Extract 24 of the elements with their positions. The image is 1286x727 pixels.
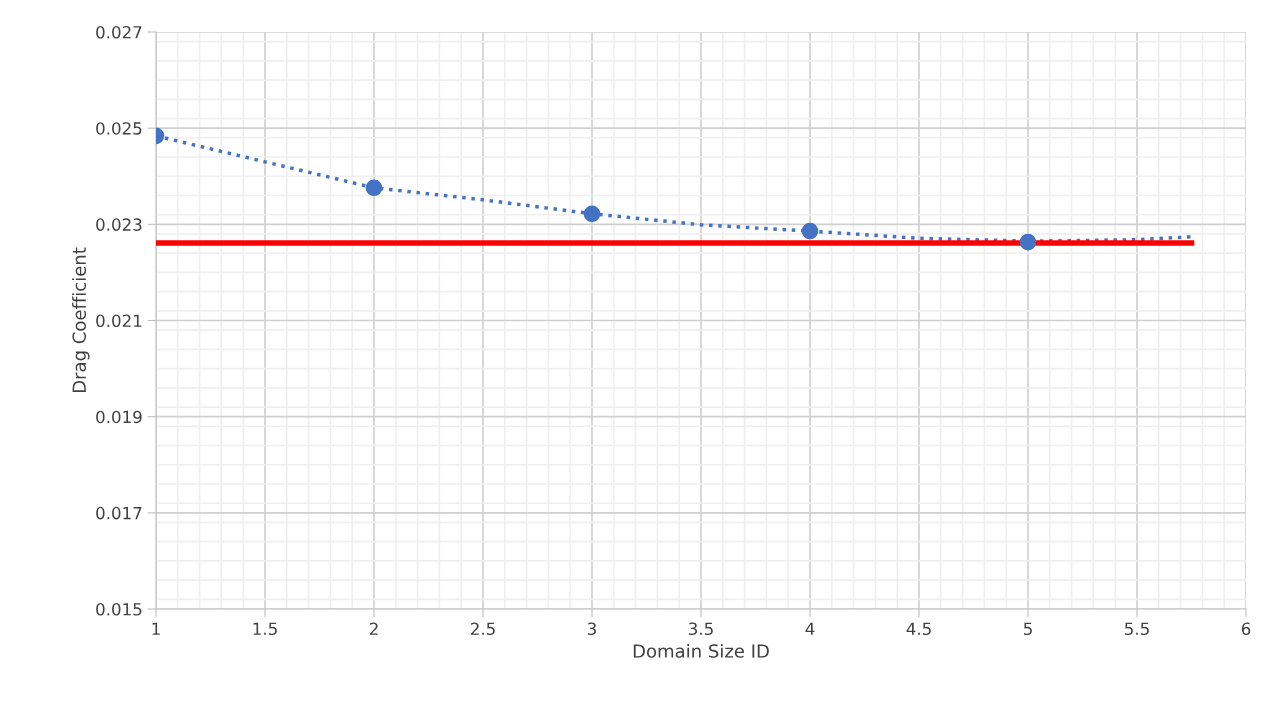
x-tick-label: 6 (1241, 622, 1251, 636)
y-tick-label: 0.027 (96, 25, 142, 39)
x-tick-label: 4.5 (906, 622, 931, 636)
point (365, 179, 383, 197)
point (1019, 233, 1037, 251)
x-tick-label: 5.5 (1125, 622, 1149, 636)
point (583, 205, 601, 223)
y-tick-label: 0.019 (96, 410, 142, 424)
y-tick-label: 0.017 (96, 506, 142, 520)
x-tick-label: 4 (805, 622, 815, 635)
y-axis-title: Drag Coefficient (72, 247, 90, 393)
x-axis-title: Domain Size ID (633, 643, 769, 658)
x-tick-label: 1 (152, 622, 160, 635)
x-tick-label: 1.5 (253, 622, 277, 636)
point (801, 222, 819, 240)
x-tick-label: 2.5 (470, 622, 495, 636)
y-tick-label: 0.015 (96, 602, 142, 616)
x-tick-label: 2 (369, 622, 378, 635)
y-tick-label: 0.023 (96, 218, 142, 231)
x-tick-label: 3.5 (689, 622, 713, 636)
x-tick-label: 5 (1023, 622, 1032, 636)
y-tick-label: 0.025 (96, 122, 142, 135)
y-tick-label: 0.021 (96, 314, 142, 328)
x-tick-label: 3 (587, 622, 596, 636)
